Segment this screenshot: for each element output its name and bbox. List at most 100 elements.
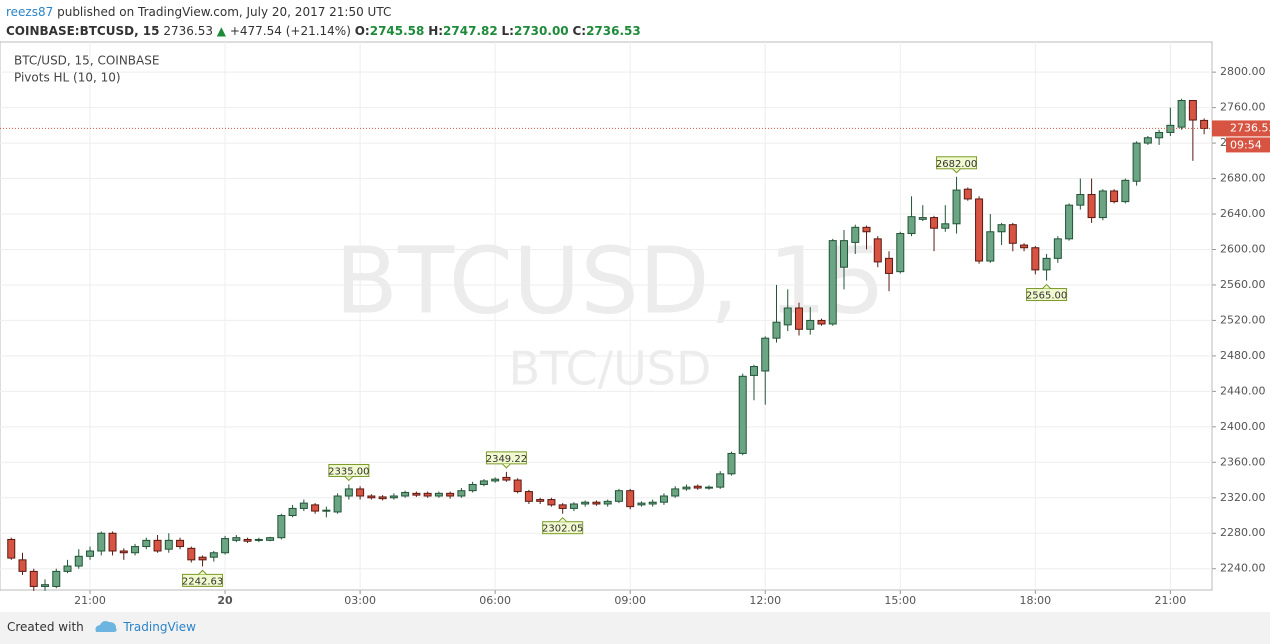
watermark: BTCUSD, 15 (335, 227, 885, 334)
candle-body (930, 217, 939, 229)
candle-body (423, 492, 432, 497)
candle-body (131, 546, 140, 554)
candle-body (704, 486, 713, 489)
candle-body (873, 238, 882, 263)
candle-body (277, 515, 286, 539)
o-value: 2745.58 (369, 24, 425, 38)
candle-body (322, 509, 331, 512)
candle-body (63, 565, 72, 572)
y-tick-label: 2360.00 (1220, 455, 1266, 468)
y-tick-label: 2680.00 (1220, 172, 1266, 185)
footer: Created with TradingView (0, 612, 1270, 644)
x-tick-label: 09:00 (614, 594, 646, 607)
pivot-pointer (198, 569, 207, 575)
candle-body (592, 501, 601, 505)
candle-body (659, 495, 668, 503)
candle-body (918, 217, 927, 220)
candle-body (626, 490, 635, 508)
pivot-label: 2682.00 (936, 159, 977, 170)
candle-body (198, 556, 207, 561)
y-tick-label: 2400.00 (1220, 420, 1266, 433)
candle-body (187, 547, 196, 561)
pivot-pointer (344, 476, 354, 482)
candle-body (389, 495, 398, 499)
candle-body (1121, 179, 1130, 203)
candle-body (693, 485, 702, 489)
candle-body (761, 337, 770, 372)
candle-body (221, 538, 230, 554)
pivot-label: 2349.22 (486, 454, 527, 465)
candle-body (254, 538, 263, 541)
last-price-box (1212, 120, 1270, 137)
y-tick-label: 2240.00 (1220, 562, 1266, 575)
candle-body (783, 307, 792, 326)
plot-frame (0, 41, 1213, 591)
candle-body (7, 538, 16, 559)
legend: BTC/USD, 15, COINBASE (14, 54, 159, 68)
candle-body (614, 490, 623, 502)
candle-body (1200, 119, 1209, 129)
candle-body (862, 226, 871, 233)
candle-body (119, 550, 128, 554)
candle-body (344, 488, 353, 497)
candle-body (1177, 100, 1186, 128)
candle-body (153, 539, 162, 552)
pivot-pointer (558, 516, 568, 523)
candle-body (41, 584, 50, 587)
x-tick-label: 21:00 (74, 594, 106, 607)
candle-body (1188, 100, 1197, 121)
symbol: COINBASE:BTCUSD, 15 (6, 24, 160, 38)
candle-body (558, 504, 567, 509)
h-value: 2747.82 (443, 24, 498, 38)
candle-body (356, 488, 365, 497)
candle-body (29, 570, 38, 587)
candle-body (299, 502, 308, 509)
y-tick-label: 2760.00 (1220, 101, 1266, 114)
candle-body (18, 559, 27, 572)
candle-body (896, 233, 905, 273)
candle-body (1008, 224, 1017, 244)
candle-body (682, 486, 691, 490)
candle-body (243, 538, 252, 542)
pivot-pointer (952, 168, 961, 174)
pivot-label: 2335.00 (328, 466, 369, 477)
c-value: 2736.53 (586, 24, 641, 38)
y-tick-label: 2520.00 (1220, 313, 1266, 326)
candle-body (74, 555, 83, 567)
candle-body (749, 366, 758, 376)
watermark: BTC/USD (509, 342, 712, 396)
y-tick-label: 2280.00 (1220, 526, 1266, 539)
candle-body (1155, 131, 1164, 139)
candle-body (457, 490, 466, 497)
legend: Pivots HL (10, 10) (14, 71, 121, 85)
candle-body (1098, 190, 1107, 219)
last-price-label: 2736.53 (1230, 121, 1270, 134)
c-label: C: (572, 24, 587, 38)
candle-body (963, 188, 972, 200)
price: 2736.53 (163, 24, 213, 38)
candle-body (86, 550, 95, 557)
author[interactable]: reezs87 (6, 5, 54, 19)
brand[interactable]: TradingView (123, 620, 196, 634)
candle-body (1132, 142, 1141, 182)
candle-body (738, 375, 747, 454)
x-tick-label: 21:00 (1155, 594, 1187, 607)
y-tick-label: 2600.00 (1220, 242, 1266, 255)
candle-body (885, 257, 894, 274)
candle-body (468, 483, 477, 492)
candle-body (952, 189, 961, 225)
h-label: H: (428, 24, 444, 38)
candle-body (446, 492, 455, 497)
candle-body (727, 452, 736, 475)
y-tick-label: 2320.00 (1220, 491, 1266, 504)
candle-body (52, 570, 61, 587)
candle-body (1076, 194, 1085, 206)
candle-body (502, 476, 511, 481)
x-tick-label: 15:00 (884, 594, 916, 607)
candle-body (817, 319, 826, 325)
y-tick-label: 2560.00 (1220, 278, 1266, 291)
header: reezs87 published on TradingView.com, Ju… (6, 3, 641, 41)
candle-body (1042, 257, 1051, 271)
candle-body (97, 532, 106, 552)
x-tick-label: 20 (217, 594, 233, 607)
